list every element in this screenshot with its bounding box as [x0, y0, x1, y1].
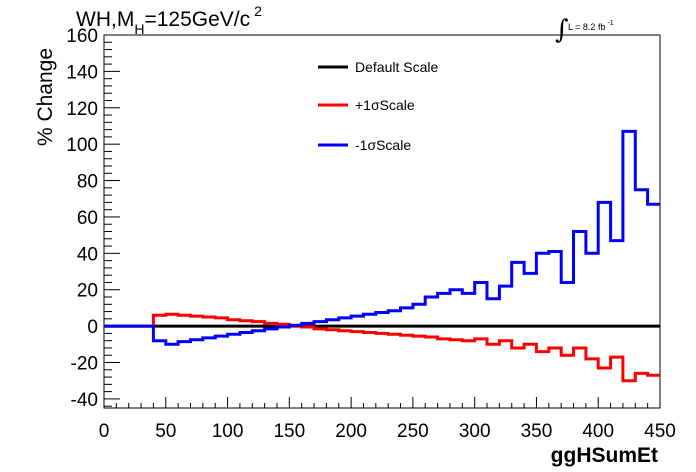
tick-labels: 0 50 100 150 200 250 300 350 400 450 -40 -20 0 20 40 60… — [66, 26, 676, 442]
y-tick-label: 100 — [66, 135, 98, 156]
y-tick-label: 80 — [77, 172, 98, 193]
frame — [103, 34, 661, 409]
x-tick-label: 150 — [273, 421, 305, 442]
y-tick-label: 120 — [66, 99, 98, 120]
x-tick-label: 250 — [397, 421, 429, 442]
lumi-integral: ∫ — [555, 15, 569, 45]
axis-ticks — [103, 34, 661, 408]
title-superscript: 2 — [254, 3, 262, 19]
series-lines — [104, 129, 660, 383]
y-tick-label: 40 — [77, 244, 98, 265]
title-mid: =125GeV/c — [144, 8, 250, 31]
legend-label-plus1sigma: +1σScale — [355, 97, 415, 113]
x-tick-label: 350 — [521, 421, 553, 442]
title-subscript: H — [134, 21, 144, 37]
series-line-2 — [104, 129, 660, 346]
chart-title: WH,MH=125GeV/c 2 — [76, 3, 262, 37]
x-tick-label: 400 — [582, 421, 614, 442]
y-tick-label: 160 — [66, 26, 98, 47]
lumi-label: L = 8.2 fb -1 — [568, 20, 614, 32]
x-axis-title: ggHSumEt — [551, 444, 658, 467]
x-tick-label: 50 — [155, 421, 176, 442]
y-tick-label: 60 — [77, 208, 98, 229]
series-line-1 — [104, 312, 660, 383]
y-tick-label: 140 — [66, 62, 98, 83]
lumi-superscript: -1 — [607, 20, 613, 27]
x-tick-label: 100 — [212, 421, 244, 442]
y-tick-label: -40 — [71, 390, 98, 411]
y-tick-label: -20 — [71, 354, 98, 375]
y-tick-label: 20 — [77, 281, 98, 302]
legend-label-minus1sigma: -1σScale — [355, 137, 411, 153]
legend: Default Scale +1σScale -1σScale — [318, 59, 438, 153]
title-main: WH,M — [76, 8, 134, 31]
legend-label-default: Default Scale — [355, 59, 438, 75]
x-tick-label: 200 — [335, 421, 367, 442]
x-tick-label: 300 — [459, 421, 491, 442]
x-tick-label: 450 — [644, 421, 676, 442]
y-tick-label: 0 — [87, 317, 98, 338]
y-axis-title: % Change — [34, 48, 57, 146]
x-tick-label: 0 — [99, 421, 110, 442]
